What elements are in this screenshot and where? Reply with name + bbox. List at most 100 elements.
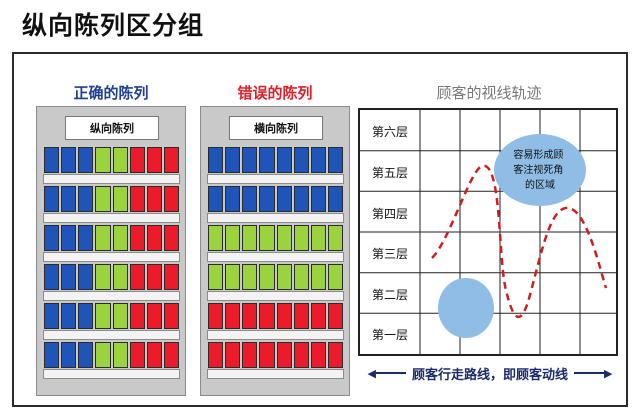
attention-ellipse-low — [438, 278, 494, 338]
product-block-blue — [78, 264, 94, 290]
product-block-red — [327, 342, 343, 368]
shelf-row — [43, 186, 180, 223]
shelf-wrong: 横向陈列 — [200, 106, 350, 396]
product-block-red — [163, 303, 179, 329]
product-block-red — [146, 303, 162, 329]
product-block-green — [310, 225, 326, 251]
product-block-blue — [61, 303, 77, 329]
product-block-red — [163, 225, 179, 251]
product-block-blue — [276, 186, 292, 212]
shelf-row — [207, 186, 344, 223]
product-block-blue — [44, 264, 60, 290]
product-block-red — [163, 264, 179, 290]
product-block-red — [242, 342, 258, 368]
floor-label: 第四层 — [371, 207, 408, 221]
product-block-green — [112, 225, 128, 251]
product-block-blue — [310, 186, 326, 212]
shelf-board — [43, 369, 180, 379]
product-block-red — [129, 264, 145, 290]
shelf-board — [43, 213, 180, 223]
product-block-red — [310, 342, 326, 368]
shelf-row — [207, 264, 344, 301]
product-block-blue — [61, 264, 77, 290]
shelf-row — [207, 225, 344, 262]
shelf-row — [43, 303, 180, 340]
gaze-grid-svg: 容易形成顾 客注视死角 的区域 — [360, 110, 616, 354]
product-block-blue — [225, 147, 241, 173]
floor-label: 第三层 — [371, 247, 408, 261]
product-block-blue — [61, 186, 77, 212]
product-block-blue — [78, 303, 94, 329]
product-block-red — [146, 147, 162, 173]
blind-spot-ellipse — [494, 134, 586, 206]
product-block-red — [259, 342, 275, 368]
product-block-red — [293, 303, 309, 329]
product-block-green — [242, 264, 258, 290]
product-block-blue — [208, 186, 224, 212]
product-block-blue — [259, 147, 275, 173]
gaze-path — [431, 164, 608, 319]
product-block-green — [242, 225, 258, 251]
product-block-red — [146, 186, 162, 212]
product-block-green — [327, 225, 343, 251]
page-title: 纵向陈列区分组 — [22, 11, 205, 40]
product-block-green — [225, 225, 241, 251]
product-block-red — [146, 342, 162, 368]
product-block-red — [129, 186, 145, 212]
shelf-board — [207, 174, 344, 184]
product-block-blue — [242, 186, 258, 212]
floor-label: 第二层 — [371, 288, 408, 302]
product-block-blue — [78, 342, 94, 368]
arrow-left-icon: ◀ — [368, 365, 406, 381]
product-block-red — [208, 303, 224, 329]
path-caption: ◀ 顾客行走路线，即顾客动线 ▶ — [362, 362, 618, 384]
shelf-label-horizontal: 横向陈列 — [229, 116, 323, 140]
wrong-display-heading: 错误的陈列 — [237, 84, 313, 102]
product-block-green — [225, 264, 241, 290]
product-block-blue — [327, 186, 343, 212]
product-block-green — [112, 303, 128, 329]
product-block-red — [259, 303, 275, 329]
product-block-red — [208, 342, 224, 368]
product-block-green — [95, 342, 111, 368]
product-block-red — [276, 342, 292, 368]
product-block-blue — [259, 186, 275, 212]
diagram-frame: 正确的陈列 纵向陈列 错误的陈列 横向陈列 顾客的视线轨迹 — [12, 52, 628, 407]
product-block-red — [276, 303, 292, 329]
product-block-blue — [61, 342, 77, 368]
path-caption-text: 顾客行走路线，即顾客动线 — [411, 367, 568, 383]
trajectory-heading: 顾客的视线轨迹 — [436, 84, 542, 102]
product-block-green — [95, 147, 111, 173]
shelf-board — [43, 291, 180, 301]
product-block-blue — [61, 225, 77, 251]
product-block-green — [95, 303, 111, 329]
product-block-red — [146, 225, 162, 251]
product-block-green — [208, 264, 224, 290]
product-block-green — [276, 264, 292, 290]
shelf-label-vertical: 纵向陈列 — [65, 116, 159, 140]
shelf-row — [207, 342, 344, 379]
product-block-red — [310, 303, 326, 329]
product-block-blue — [78, 225, 94, 251]
product-block-red — [327, 303, 343, 329]
product-block-green — [112, 264, 128, 290]
correct-display-heading: 正确的陈列 — [73, 84, 149, 102]
shelf-board — [207, 291, 344, 301]
shelf-row — [207, 147, 344, 184]
product-block-green — [95, 225, 111, 251]
product-block-blue — [44, 186, 60, 212]
product-block-blue — [242, 147, 258, 173]
shelf-board — [43, 174, 180, 184]
blind-spot-text: 容易形成顾 客注视死角 的区域 — [513, 148, 566, 191]
product-block-green — [327, 264, 343, 290]
product-block-blue — [310, 147, 326, 173]
gaze-grid: 容易形成顾 客注视死角 的区域 第六层 第五层 第四层 第三层 第二层 第一层 — [358, 108, 618, 356]
product-block-green — [259, 264, 275, 290]
product-block-blue — [276, 147, 292, 173]
floor-label: 第一层 — [371, 328, 408, 342]
product-block-green — [112, 342, 128, 368]
product-block-green — [112, 147, 128, 173]
product-block-red — [163, 342, 179, 368]
product-block-green — [276, 225, 292, 251]
shelf-row — [43, 225, 180, 262]
